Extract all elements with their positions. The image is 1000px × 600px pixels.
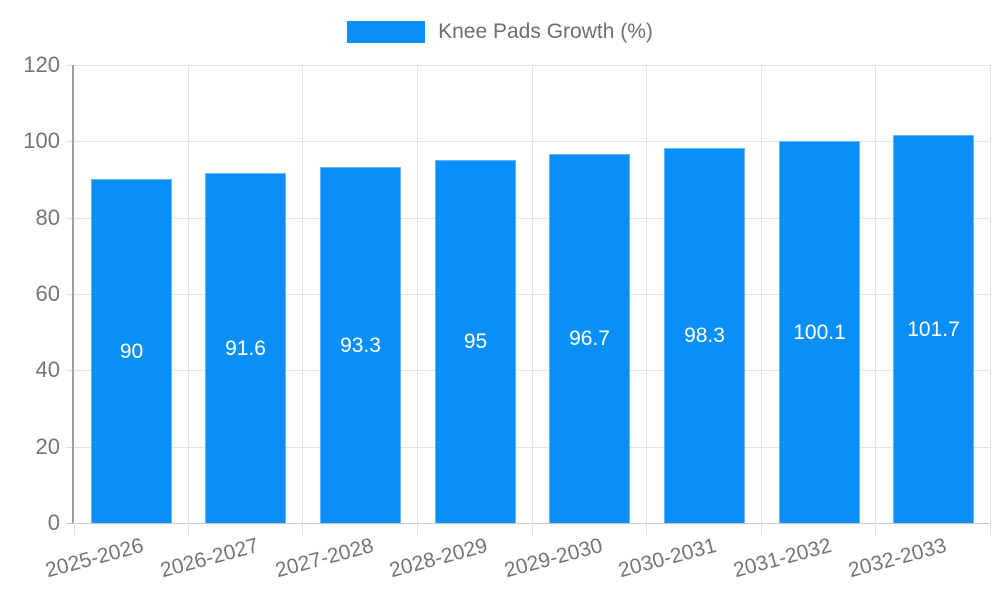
y-tick-label: 60	[35, 281, 60, 306]
bar-2028-2029[interactable]: 95	[435, 160, 516, 523]
v-gridline	[532, 65, 533, 523]
v-gridline	[188, 65, 189, 523]
x-tick-label: 2025-2026	[42, 534, 146, 583]
h-gridline	[66, 141, 991, 142]
h-gridline	[66, 294, 991, 295]
legend-swatch[interactable]	[347, 21, 426, 43]
bar-2026-2027[interactable]: 91.6	[205, 173, 286, 523]
x-tick-mark	[302, 523, 303, 536]
bar-value-label: 96.7	[569, 327, 610, 350]
v-gridline	[646, 65, 647, 523]
x-tick-label: 2027-2028	[272, 534, 376, 583]
x-tick-label: 2031-2032	[730, 534, 834, 583]
y-tick-label: 0	[47, 510, 60, 535]
x-tick-label: 2028-2029	[386, 534, 490, 583]
bar-value-label: 101.7	[907, 317, 960, 341]
bar-2029-2030[interactable]: 96.7	[549, 154, 630, 523]
x-tick-mark	[74, 523, 75, 536]
bar-value-label: 98.3	[684, 324, 725, 347]
x-tick-mark	[646, 523, 647, 536]
v-gridline	[417, 65, 418, 523]
y-tick-label: 120	[23, 52, 60, 77]
x-tick-mark	[761, 523, 762, 536]
y-tick-label: 100	[23, 128, 60, 153]
bar-value-label: 100.1	[793, 320, 846, 344]
bar-value-label: 93.3	[340, 333, 381, 357]
x-tick-mark	[188, 523, 189, 536]
x-tick-label: 2032-2033	[845, 534, 949, 583]
bar-2025-2026[interactable]: 90	[91, 179, 172, 523]
y-tick-label: 20	[35, 434, 60, 459]
chart-legend: Knee Pads Growth (%)	[0, 21, 1000, 43]
v-gridline	[990, 65, 991, 523]
y-tick-label: 40	[35, 357, 60, 382]
v-gridline	[302, 65, 303, 523]
y-axis-line	[72, 65, 74, 523]
bar-2032-2033[interactable]: 101.7	[893, 135, 974, 523]
x-tick-label: 2026-2027	[157, 534, 261, 583]
x-tick-mark	[990, 523, 991, 536]
bar-value-label: 95	[463, 330, 488, 353]
h-gridline	[66, 218, 991, 219]
y-axis-labels: 0 20 40 60 80 100 120	[0, 52, 60, 535]
plot-area: 90 91.6 93.3 95 96.7 98.3 100.1 101.7	[66, 65, 991, 536]
x-axis-line	[66, 523, 991, 524]
h-gridline	[66, 65, 991, 66]
x-tick-mark	[875, 523, 876, 536]
h-gridline	[66, 447, 991, 448]
x-tick-mark	[417, 523, 418, 536]
bar-2027-2028[interactable]: 93.3	[320, 167, 401, 523]
v-gridline	[761, 65, 762, 523]
bar-value-label: 91.6	[225, 336, 266, 360]
legend-label: Knee Pads Growth (%)	[438, 20, 653, 43]
x-tick-mark	[532, 523, 533, 536]
x-tick-label: 2029-2030	[501, 534, 605, 583]
x-tick-label: 2030-2031	[615, 534, 719, 583]
h-gridline	[66, 370, 991, 371]
bar-2030-2031[interactable]: 98.3	[664, 148, 745, 523]
v-gridline	[875, 65, 876, 523]
bar-2031-2032[interactable]: 100.1	[779, 141, 860, 523]
y-tick-label: 80	[35, 205, 60, 230]
bar-value-label: 90	[119, 339, 144, 363]
